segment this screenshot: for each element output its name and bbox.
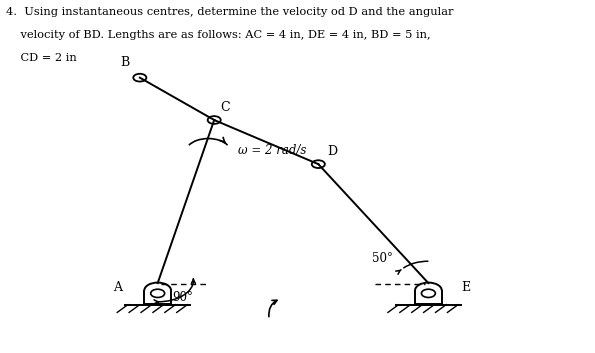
Text: CD = 2 in: CD = 2 in <box>6 53 77 63</box>
Text: velocity of BD. Lengths are as follows: AC = 4 in, DE = 4 in, BD = 5 in,: velocity of BD. Lengths are as follows: … <box>6 30 431 40</box>
Text: A: A <box>113 281 122 294</box>
Text: C: C <box>220 101 230 114</box>
Text: 50°: 50° <box>372 252 393 265</box>
Text: 4.  Using instantaneous centres, determine the velocity od D and the angular: 4. Using instantaneous centres, determin… <box>6 7 453 17</box>
Text: ω = 2 rad/s: ω = 2 rad/s <box>238 144 306 156</box>
Text: E: E <box>461 281 470 294</box>
Text: D: D <box>327 145 337 158</box>
Text: 90°: 90° <box>173 291 193 304</box>
Text: B: B <box>120 56 129 69</box>
